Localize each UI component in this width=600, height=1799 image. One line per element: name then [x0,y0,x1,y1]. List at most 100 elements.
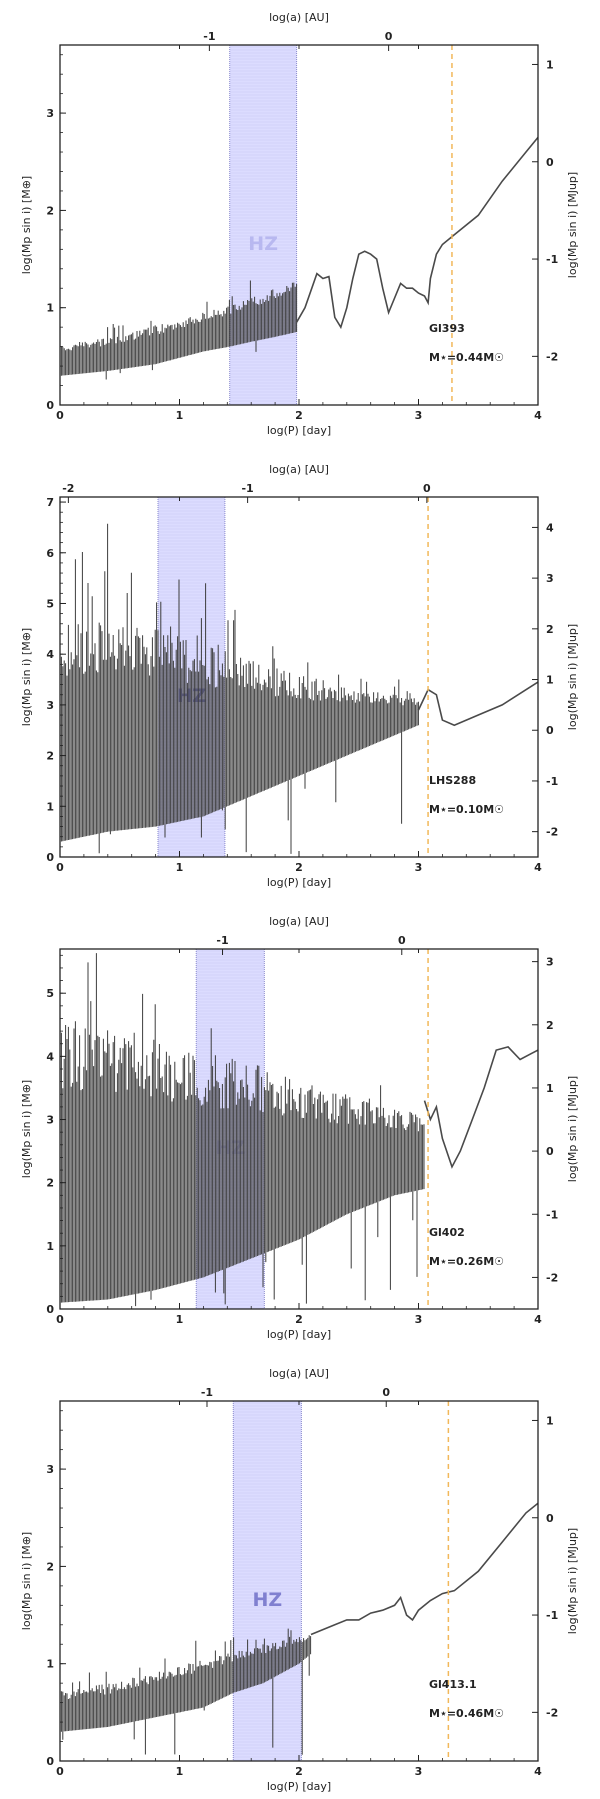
right-tick-label: 1 [546,674,554,687]
x-tick-label: 0 [56,1765,64,1778]
right-tick-label: 0 [546,1145,554,1158]
x-tick-label: 1 [176,1313,184,1326]
x-tick-label: 3 [415,1765,423,1778]
top-tick-label: -1 [216,934,228,947]
y-tick-label: 1 [46,302,54,315]
y-tick-label: 7 [46,496,54,509]
y-tick-label: 5 [46,597,54,610]
x-tick-label: 4 [534,1765,542,1778]
x-tick-label: 4 [534,861,542,874]
top-tick-label: 0 [398,934,406,947]
right-tick-label: -2 [546,826,558,839]
plot-area: HZ [60,497,538,857]
x-axis-title: log(P) [day] [267,1328,331,1341]
x-tick-label: 2 [295,1313,303,1326]
y-axis-title: log(Mp sin i) [M⊕] [20,176,33,274]
right-tick-label: 2 [546,1019,554,1032]
right-tick-label: 0 [546,156,554,169]
x-tick-label: 0 [56,1313,64,1326]
x-axis-title: log(P) [day] [267,876,331,889]
right-axis-title: log(Mp sin i) [MJup] [566,172,579,278]
y-tick-label: 2 [46,204,54,217]
top-tick-label: 0 [382,1386,390,1399]
x-tick-label: 0 [56,861,64,874]
top-tick-label: 0 [385,30,393,43]
top-tick-label: -1 [203,30,215,43]
top-tick-label: -2 [62,482,74,495]
hz-band [229,45,297,405]
panel-2: HZ 0 1 2 3 4 0 1 2 3 4 5 6 7 -2 -1 0 4 3 2 1 0 -1 -2 log(P) [day… [20,463,579,889]
series-dense-1 [60,953,425,1307]
right-tick-label: 2 [546,623,554,636]
star-mass-label: M⋆=0.46M☉ [429,1707,504,1720]
x-tick-label: 1 [176,861,184,874]
x-tick-label: 3 [415,1313,423,1326]
right-tick-label: 3 [546,956,554,969]
y-tick-label: 3 [46,1114,54,1127]
panel-3: HZ 0 1 2 3 4 0 1 2 3 4 5 -1 0 3 2 1 0 -1 -2 log(P) [day] log(… [20,915,579,1341]
plot-area: HZ [60,1401,538,1761]
right-axis-title: log(Mp sin i) [MJup] [566,624,579,730]
y-tick-label: 1 [46,1240,54,1253]
right-tick-label: -1 [546,775,558,788]
top-tick-label: 0 [423,482,431,495]
series-dense-1 [60,1628,312,1755]
right-tick-label: 1 [546,58,554,71]
right-tick-label: 0 [546,724,554,737]
y-tick-label: 1 [46,800,54,813]
star-name-label: Gl413.1 [429,1678,477,1691]
y-axis-title: log(Mp sin i) [M⊕] [20,628,33,726]
right-tick-label: -1 [546,1208,558,1221]
right-tick-label: -1 [546,253,558,266]
panel-1: HZ 0 1 2 3 4 0 1 2 3 -1 0 1 0 -1 -2 log(P) [day] log(a) [… [20,11,579,437]
plot-area: HZ [60,45,538,405]
series-dense-1 [60,280,298,380]
series-line-2 [423,1046,538,1169]
star-name-label: LHS288 [429,774,476,787]
y-tick-label: 0 [46,1755,54,1768]
x-tick-label: 1 [176,1765,184,1778]
x-tick-label: 4 [534,409,542,422]
x-tick-label: 3 [415,409,423,422]
y-axis-title: log(Mp sin i) [M⊕] [20,1080,33,1178]
star-name-label: Gl402 [429,1226,465,1239]
right-axis-title: log(Mp sin i) [MJup] [566,1528,579,1634]
x-tick-label: 0 [56,409,64,422]
y-tick-label: 1 [46,1658,54,1671]
panel-4: HZ 0 1 2 3 4 0 1 2 3 -1 0 1 0 -1 -2 log(P) [day] log(a) [… [20,1367,579,1793]
y-tick-label: 3 [46,1463,54,1476]
x-axis-title: log(P) [day] [267,1780,331,1793]
y-tick-label: 2 [46,750,54,763]
y-tick-label: 4 [46,1050,54,1063]
star-mass-label: M⋆=0.44M☉ [429,351,504,364]
y-tick-label: 6 [46,547,54,560]
right-tick-label: 4 [546,521,554,534]
y-tick-label: 3 [46,699,54,712]
right-tick-label: -2 [546,350,558,363]
right-tick-label: 1 [546,1082,554,1095]
top-axis-title: log(a) [AU] [269,915,329,928]
y-tick-label: 2 [46,1177,54,1190]
plot-area: HZ [60,949,538,1309]
right-tick-label: -2 [546,1271,558,1284]
y-axis-title: log(Mp sin i) [M⊕] [20,1532,33,1630]
right-tick-label: 3 [546,572,554,585]
series-line-2 [295,136,538,330]
y-tick-label: 0 [46,399,54,412]
x-tick-label: 2 [295,409,303,422]
y-tick-label: 0 [46,1303,54,1316]
y-tick-label: 2 [46,1560,54,1573]
top-axis-title: log(a) [AU] [269,11,329,24]
star-mass-label: M⋆=0.10M☉ [429,803,504,816]
top-tick-label: -1 [201,1386,213,1399]
hz-label: HZ [252,1589,282,1611]
top-tick-label: -1 [241,482,253,495]
series-line-2 [417,681,538,727]
hz-band [233,1401,302,1761]
right-tick-label: -1 [546,1609,558,1622]
x-tick-label: 2 [295,1765,303,1778]
top-axis-title: log(a) [AU] [269,463,329,476]
right-axis-title: log(Mp sin i) [MJup] [566,1076,579,1182]
right-tick-label: -2 [546,1706,558,1719]
